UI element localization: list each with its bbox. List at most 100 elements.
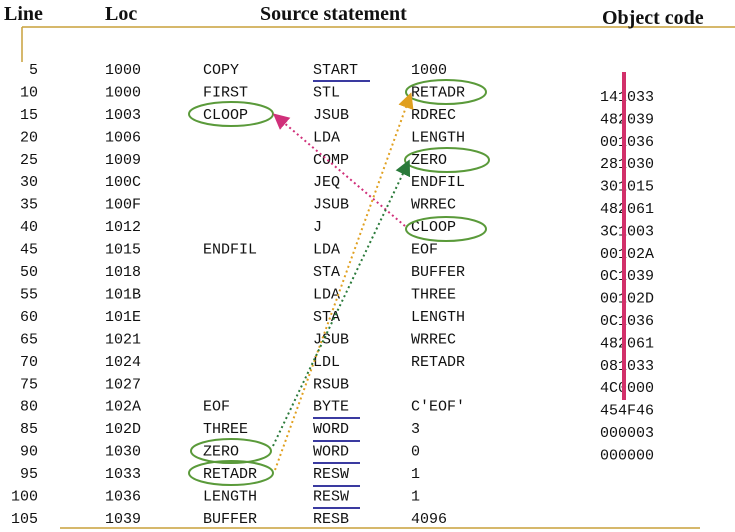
cell-opcode: JSUB: [313, 107, 349, 124]
header-source: Source statement: [260, 3, 407, 25]
cell-loc: 100F: [105, 197, 141, 214]
cell-label: EOF: [203, 399, 230, 416]
cell-operand: 1: [411, 489, 420, 506]
cell-operand: CLOOP: [411, 219, 456, 236]
cell-opcode: WORD: [313, 444, 349, 461]
cell-loc: 1000: [105, 62, 141, 79]
header-line: Line: [4, 3, 43, 25]
cell-operand: RDREC: [411, 107, 456, 124]
cell-line: 60: [20, 309, 38, 326]
cell-line: 35: [20, 197, 38, 214]
cell-opcode: LDA: [313, 286, 340, 303]
cell-line: 105: [11, 511, 38, 528]
cell-opcode: STL: [313, 84, 340, 101]
cell-opcode: STA: [313, 264, 340, 281]
cell-label: COPY: [203, 62, 239, 79]
cell-opcode: WORD: [313, 421, 349, 438]
cell-opcode: RESW: [313, 466, 349, 483]
cell-line: 100: [11, 489, 38, 506]
cell-operand: 4096: [411, 511, 447, 528]
cell-opcode: JSUB: [313, 197, 349, 214]
cell-object: 482061: [600, 335, 654, 352]
cell-object: 0C1039: [600, 268, 654, 285]
underlines: [313, 80, 370, 509]
cell-operand: RETADR: [411, 84, 465, 101]
cell-operand: 3: [411, 421, 420, 438]
cell-line: 75: [20, 376, 38, 393]
cell-object: 454F46: [600, 403, 654, 420]
cell-opcode: RSUB: [313, 376, 349, 393]
cell-object: 281030: [600, 156, 654, 173]
cell-loc: 1006: [105, 129, 141, 146]
cell-operand: BUFFER: [411, 264, 465, 281]
cell-opcode: STA: [313, 309, 340, 326]
cell-line: 90: [20, 444, 38, 461]
cell-line: 55: [20, 286, 38, 303]
cell-line: 20: [20, 129, 38, 146]
cell-object: 000003: [600, 425, 654, 442]
cell-line: 95: [20, 466, 38, 483]
cell-line: 10: [20, 84, 38, 101]
cell-line: 40: [20, 219, 38, 236]
cell-line: 15: [20, 107, 38, 124]
cell-line: 45: [20, 242, 38, 259]
cell-object: 3C1003: [600, 223, 654, 240]
cell-operand: WRREC: [411, 197, 456, 214]
cell-object: 301015: [600, 179, 654, 196]
cell-object: 4C0000: [600, 380, 654, 397]
cell-label: THREE: [203, 421, 248, 438]
cell-label: RETADR: [203, 466, 257, 483]
cell-label: ZERO: [203, 444, 239, 461]
cell-operand: EOF: [411, 242, 438, 259]
cell-opcode: RESW: [313, 489, 349, 506]
cell-operand: WRREC: [411, 331, 456, 348]
cell-line: 65: [20, 331, 38, 348]
cell-label: FIRST: [203, 84, 248, 101]
cell-label: CLOOP: [203, 107, 248, 124]
cell-opcode: LDA: [313, 242, 340, 259]
cell-loc: 1030: [105, 444, 141, 461]
cell-loc: 1033: [105, 466, 141, 483]
cell-loc: 1012: [105, 219, 141, 236]
cell-opcode: J: [313, 219, 322, 236]
cell-line: 25: [20, 152, 38, 169]
cell-object: 0C1036: [600, 313, 654, 330]
cell-operand: 1000: [411, 62, 447, 79]
cell-opcode: RESB: [313, 511, 349, 528]
cell-loc: 1021: [105, 331, 141, 348]
cell-loc: 102A: [105, 399, 141, 416]
cell-object: 482061: [600, 201, 654, 218]
cell-loc: 1009: [105, 152, 141, 169]
cell-operand: LENGTH: [411, 309, 465, 326]
cell-loc: 1003: [105, 107, 141, 124]
cell-operand: RETADR: [411, 354, 465, 371]
cell-loc: 1018: [105, 264, 141, 281]
header-loc: Loc: [105, 3, 137, 25]
cell-operand: ENDFIL: [411, 174, 465, 191]
cell-loc: 1015: [105, 242, 141, 259]
cell-opcode: JEQ: [313, 174, 340, 191]
cell-object: 00102A: [600, 246, 654, 263]
cell-opcode: START: [313, 62, 358, 79]
cell-operand: C'EOF': [411, 399, 465, 416]
cell-line: 50: [20, 264, 38, 281]
cell-object: 000000: [600, 447, 654, 464]
cell-loc: 101E: [105, 309, 141, 326]
cell-loc: 1000: [105, 84, 141, 101]
cell-object: 001036: [600, 134, 654, 151]
cell-loc: 1036: [105, 489, 141, 506]
cell-opcode: LDL: [313, 354, 340, 371]
cell-label: ENDFIL: [203, 242, 257, 259]
cell-operand: 0: [411, 444, 420, 461]
cell-label: BUFFER: [203, 511, 257, 528]
cell-operand: 1: [411, 466, 420, 483]
cell-operand: LENGTH: [411, 129, 465, 146]
cell-loc: 102D: [105, 421, 141, 438]
cell-opcode: COMP: [313, 152, 349, 169]
cell-loc: 100C: [105, 174, 141, 191]
cell-line: 70: [20, 354, 38, 371]
cell-opcode: JSUB: [313, 331, 349, 348]
